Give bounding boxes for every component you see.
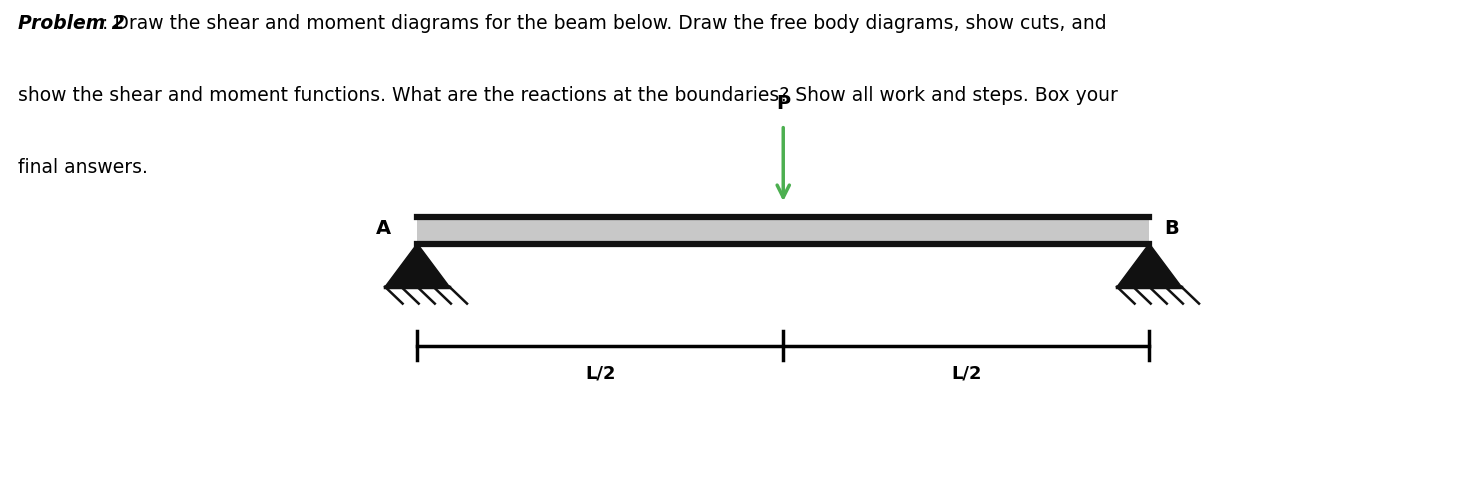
Polygon shape xyxy=(385,244,449,287)
Text: B: B xyxy=(1164,218,1179,238)
Text: show the shear and moment functions. What are the reactions at the boundaries? S: show the shear and moment functions. Wha… xyxy=(18,86,1117,106)
Polygon shape xyxy=(1117,244,1181,287)
Bar xyxy=(417,217,1149,244)
Text: A: A xyxy=(376,218,391,238)
Text: L/2: L/2 xyxy=(586,365,615,383)
Text: L/2: L/2 xyxy=(952,365,981,383)
Text: Problem 2: Problem 2 xyxy=(18,14,124,34)
Text: : Draw the shear and moment diagrams for the beam below. Draw the free body diag: : Draw the shear and moment diagrams for… xyxy=(102,14,1107,34)
Text: final answers.: final answers. xyxy=(18,158,148,178)
Text: P: P xyxy=(776,94,791,113)
